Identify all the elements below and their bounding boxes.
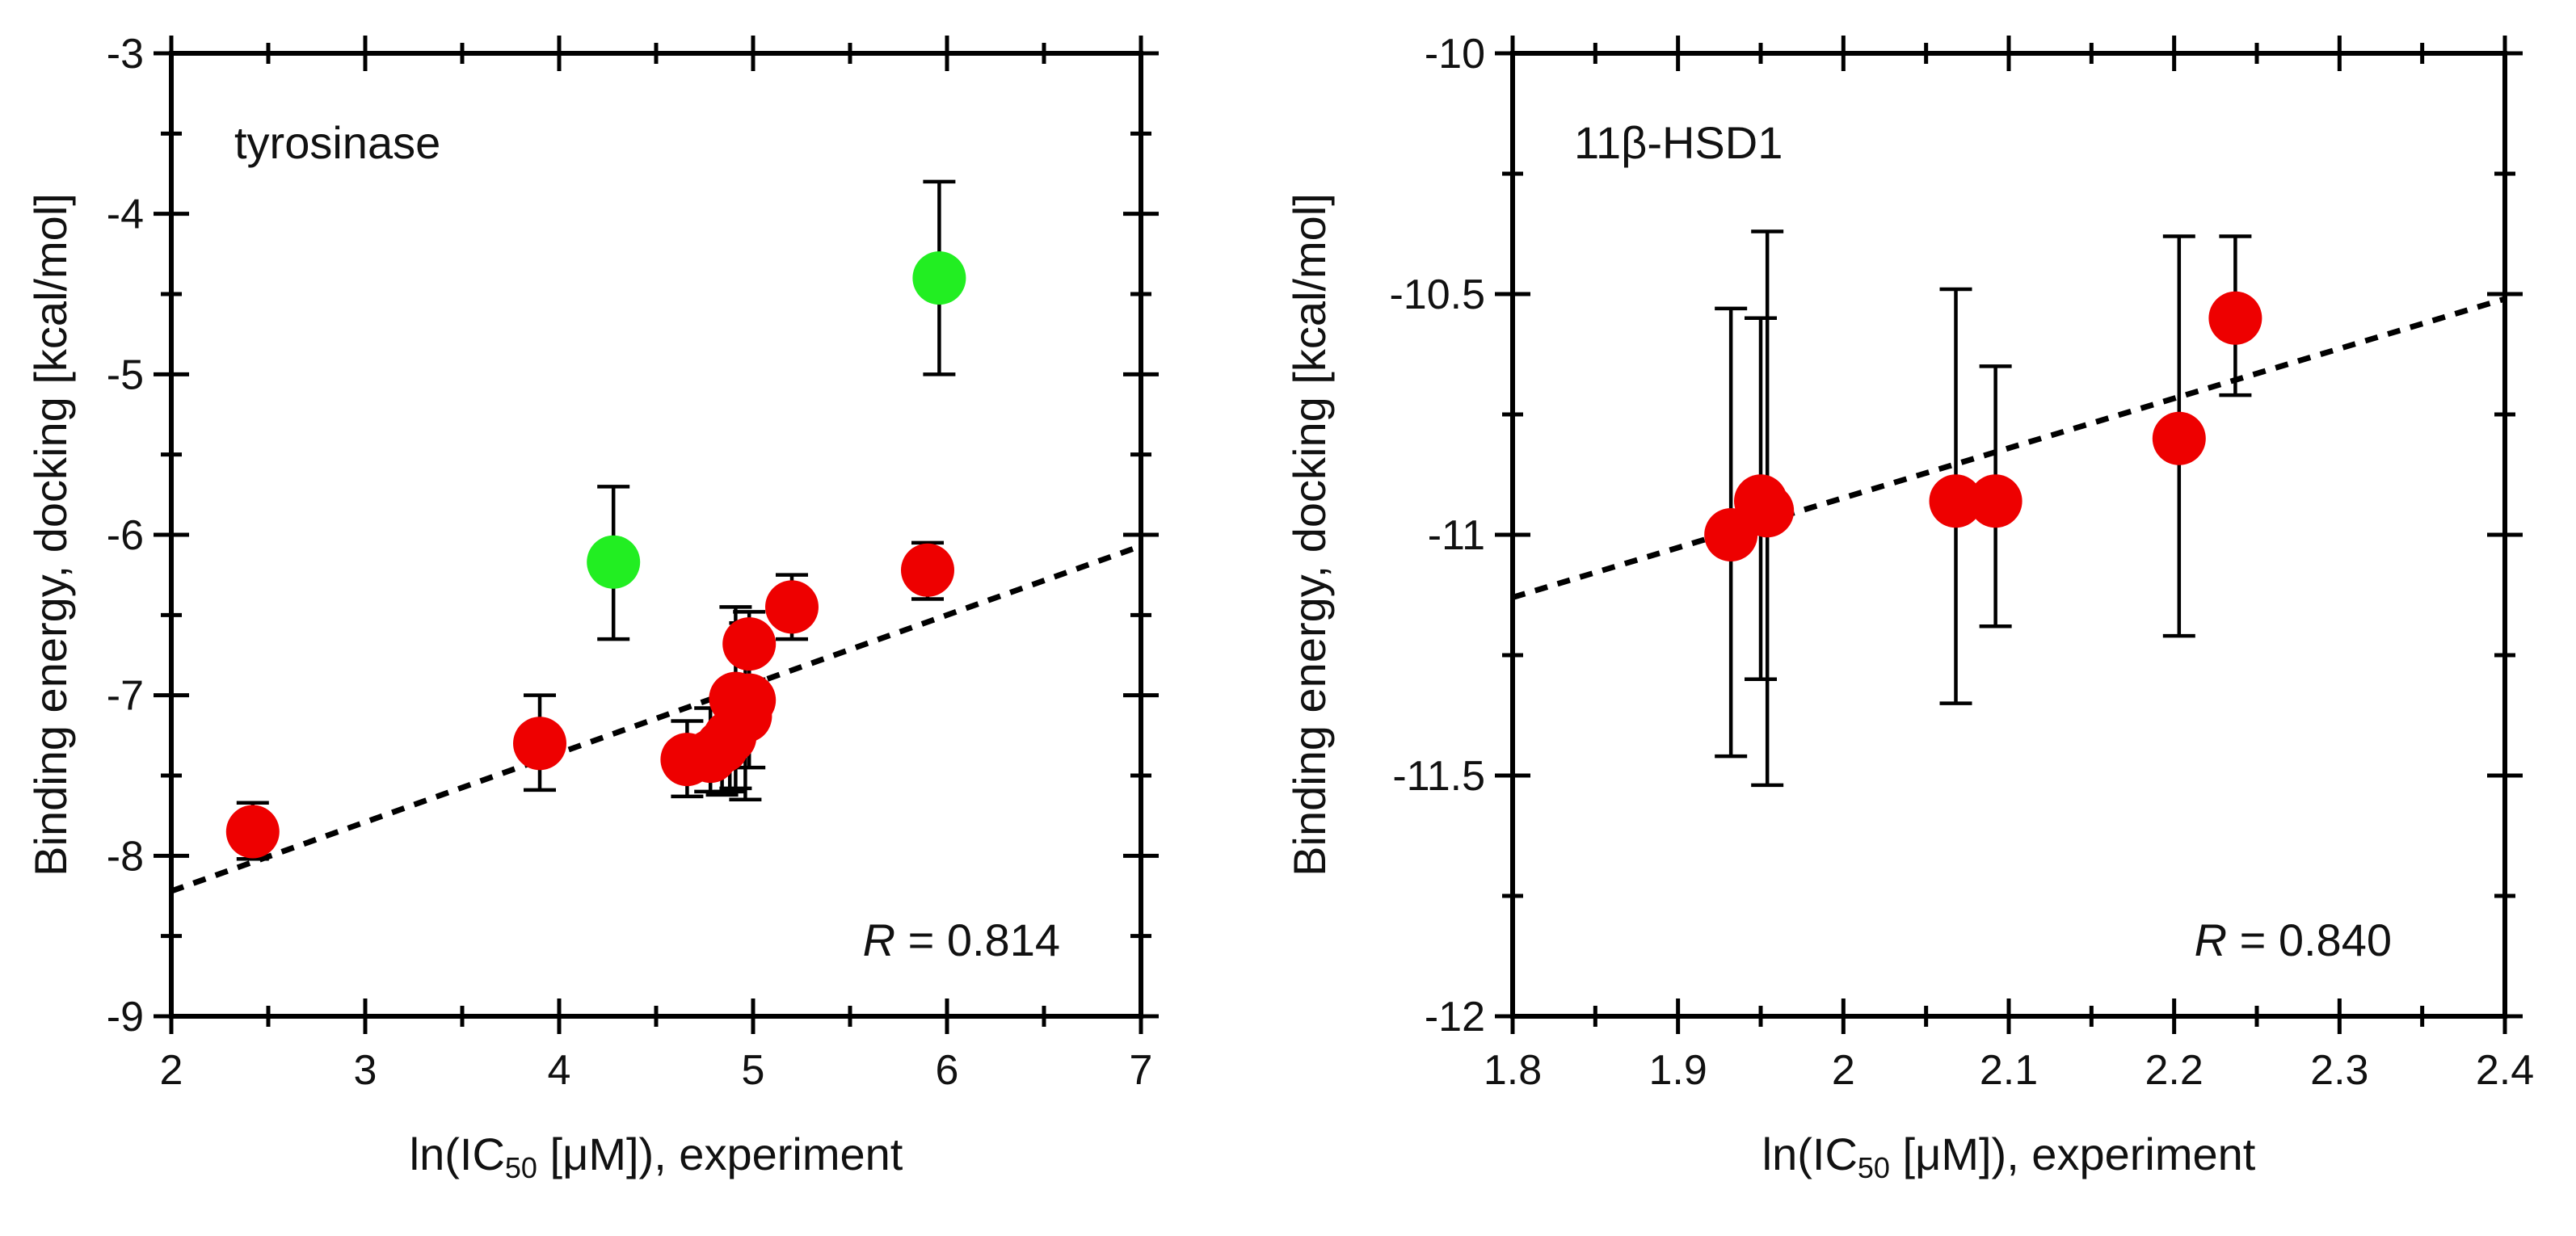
- data-point: [901, 543, 954, 597]
- data-point: [2152, 411, 2206, 465]
- x-axis-title-post: [μM]), experiment: [537, 1129, 903, 1179]
- y-tick-label: -6: [107, 512, 144, 559]
- y-axis-title: Binding energy, docking [kcal/mol]: [1284, 193, 1335, 877]
- y-tick-label: -7: [107, 673, 144, 720]
- x-tick-label: 2: [160, 1047, 183, 1094]
- x-tick-label: 7: [1130, 1047, 1153, 1094]
- hsd1-panel: 1.8 1.9 2 2.1 2.2 2.3 2.4 -12 -11.5 -11 -10.5 -10 1…: [1284, 31, 2534, 1184]
- x-tick-label: 5: [742, 1047, 765, 1094]
- x-tick-label: 1.8: [1484, 1047, 1542, 1094]
- x-axis-title-pre: ln(IC: [1762, 1129, 1858, 1179]
- x-tick-label: 3: [354, 1047, 377, 1094]
- data-point: [1929, 474, 1983, 528]
- r-symbol: R: [2195, 914, 2227, 965]
- y-tick-label: -11: [1428, 512, 1485, 559]
- r-value: = 0.840: [2227, 914, 2392, 965]
- r-symbol: R: [863, 914, 895, 965]
- tyrosinase-panel: 2 3 4 5 6 7 -9 -8 -7 -6 -5 -4 -3 tyrosinase R = 0.81…: [25, 31, 1159, 1184]
- data-point: [2208, 291, 2262, 345]
- x-tick-label: 2.3: [2310, 1047, 2368, 1094]
- y-tick-label: -8: [107, 833, 144, 880]
- data-point: [765, 580, 819, 634]
- panel-label: tyrosinase: [234, 117, 440, 168]
- y-tick-label: -9: [107, 994, 144, 1041]
- x-axis-title-pre: ln(IC: [410, 1129, 505, 1179]
- y-tick-label: -11.5: [1392, 753, 1485, 800]
- correlation-label: R = 0.814: [863, 914, 1060, 965]
- fit-line: [170, 543, 1143, 894]
- x-tick-label: 4: [548, 1047, 571, 1094]
- plot-frame: [1510, 51, 2507, 1019]
- y-tick-label: -5: [107, 351, 144, 398]
- data-point: [912, 251, 966, 305]
- y-tick-label: -12: [1425, 994, 1485, 1041]
- y-axis-title: Binding energy, docking [kcal/mol]: [25, 193, 76, 877]
- data-point: [587, 535, 641, 589]
- x-tick-label: 2: [1832, 1047, 1855, 1094]
- x-tick-label: 1.9: [1649, 1047, 1707, 1094]
- r-value: = 0.814: [895, 914, 1060, 965]
- y-tick-label: -4: [107, 191, 144, 238]
- fit-line: [1511, 296, 2507, 600]
- x-axis-title-subscript: 50: [505, 1151, 537, 1184]
- data-point: [513, 717, 566, 771]
- x-tick-label: 2.2: [2145, 1047, 2203, 1094]
- x-tick-label: 2.4: [2476, 1047, 2534, 1094]
- y-tick-label: -10: [1425, 31, 1485, 78]
- x-tick-label: 6: [936, 1047, 959, 1094]
- data-point: [722, 617, 777, 671]
- x-axis-title: ln(IC50 [μM]), experiment: [410, 1129, 903, 1184]
- data-point: [1968, 474, 2022, 528]
- data-point: [1740, 484, 1795, 538]
- plot-frame: [169, 51, 1143, 1019]
- data-point: [722, 673, 777, 727]
- panel-label: 11β-HSD1: [1574, 117, 1783, 168]
- y-tick-label: -10.5: [1389, 271, 1485, 318]
- x-axis-title-subscript: 50: [1858, 1151, 1890, 1184]
- correlation-label: R = 0.840: [2195, 914, 2392, 965]
- x-axis-title-post: [μM]), experiment: [1890, 1129, 2256, 1179]
- x-tick-label: 2.1: [1980, 1047, 2038, 1094]
- x-axis-title: ln(IC50 [μM]), experiment: [1762, 1129, 2256, 1184]
- data-point: [225, 805, 280, 859]
- y-tick-label: -3: [107, 31, 144, 78]
